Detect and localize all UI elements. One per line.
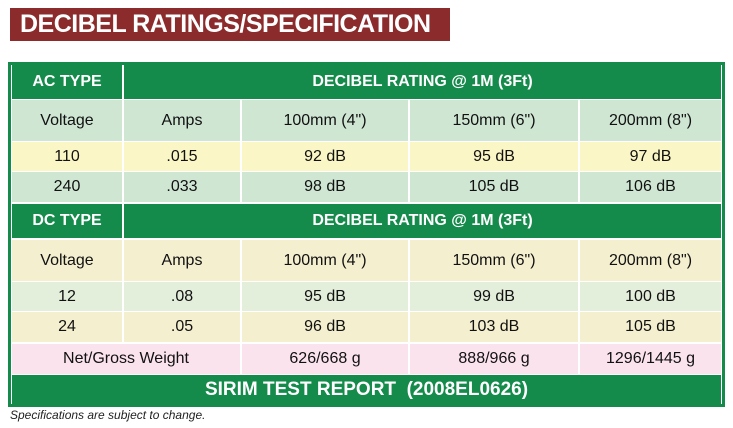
table-cell: 99 dB	[410, 282, 578, 311]
type-label: DC TYPE	[12, 204, 122, 238]
table-cell: .08	[124, 282, 240, 311]
rating-label: DECIBEL RATING @ 1M (3Ft)	[124, 204, 721, 238]
column-header: Amps	[124, 240, 240, 281]
footnote: Specifications are subject to change.	[10, 408, 206, 422]
column-header: 200mm (8")	[580, 240, 721, 281]
column-header: Voltage	[12, 100, 122, 141]
spec-table: AC TYPE DECIBEL RATING @ 1M (3Ft) Voltage A…	[8, 62, 725, 407]
table-cell: 240	[12, 172, 122, 202]
table-cell: 105 dB	[410, 172, 578, 202]
column-header: Voltage	[12, 240, 122, 281]
table-cell: .033	[124, 172, 240, 202]
table-cell: .015	[124, 142, 240, 171]
table-cell: 12	[12, 282, 122, 311]
column-header: 150mm (6")	[410, 240, 578, 281]
table-cell: 24	[12, 312, 122, 342]
table-cell: 103 dB	[410, 312, 578, 342]
table-cell: 95 dB	[242, 282, 408, 311]
table-cell: 100 dB	[580, 282, 721, 311]
table-cell: 95 dB	[410, 142, 578, 171]
table-cell: 105 dB	[580, 312, 721, 342]
column-header: Amps	[124, 100, 240, 141]
table-cell: 110	[12, 142, 122, 171]
type-label: AC TYPE	[12, 65, 122, 99]
column-header: 200mm (8")	[580, 100, 721, 141]
weight-label: Net/Gross Weight	[12, 344, 240, 374]
table-cell: 97 dB	[580, 142, 721, 171]
column-header: 100mm (4")	[242, 240, 408, 281]
column-header: 150mm (6")	[410, 100, 578, 141]
table-cell: 98 dB	[242, 172, 408, 202]
weight-value: 626/668 g	[242, 344, 408, 374]
rating-label: DECIBEL RATING @ 1M (3Ft)	[124, 65, 721, 99]
table-cell: 92 dB	[242, 142, 408, 171]
table-cell: 96 dB	[242, 312, 408, 342]
title-banner: DECIBEL RATINGS/SPECIFICATION	[10, 8, 450, 41]
table-cell: 106 dB	[580, 172, 721, 202]
weight-value: 1296/1445 g	[580, 344, 721, 374]
table-cell: .05	[124, 312, 240, 342]
test-report: SIRIM TEST REPORT (2008EL0626)	[12, 375, 721, 404]
weight-value: 888/966 g	[410, 344, 578, 374]
column-header: 100mm (4")	[242, 100, 408, 141]
